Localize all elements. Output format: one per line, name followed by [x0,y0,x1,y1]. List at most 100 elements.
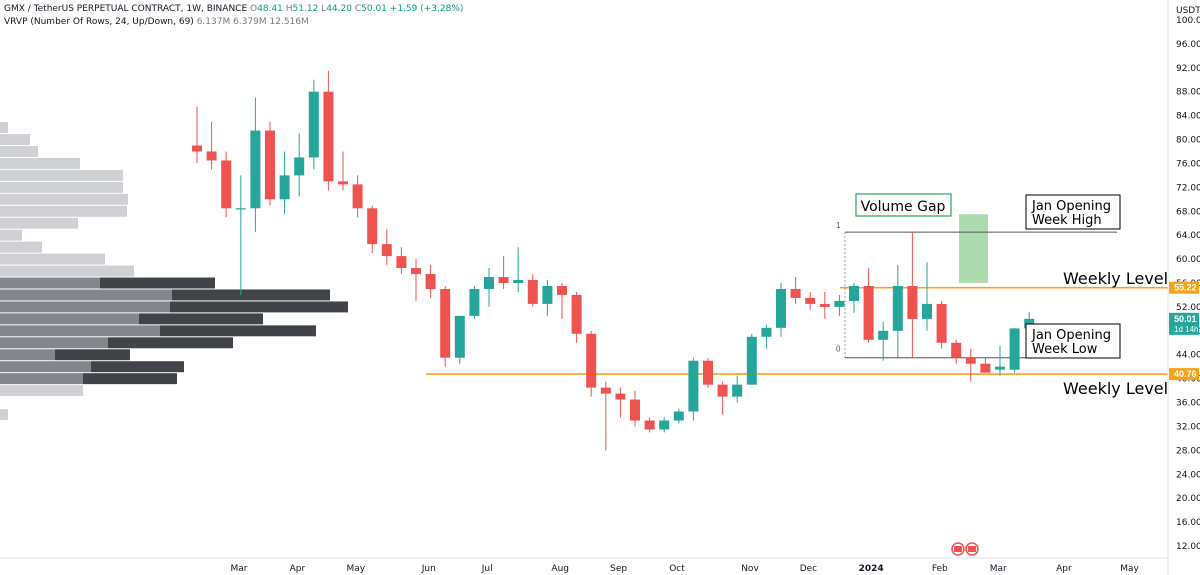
price-tick-label: 68.00 [1176,207,1200,217]
candle-down [527,280,538,304]
volume-profile-up-bar [0,205,127,217]
time-tick-label: Jul [481,564,493,574]
fib-label-0: 0 [836,345,841,354]
price-tag [1169,281,1199,294]
candle-down [936,303,947,343]
volume-profile-down-bar [170,301,348,313]
time-tick-label: Mar [990,564,1007,574]
time-tick-label: Apr [290,564,306,574]
candle-up [469,288,480,316]
candle-down [615,393,626,400]
time-tick-label: Aug [551,564,569,574]
weekly-level-label-top: Weekly Level [1063,269,1168,288]
volume-profile-down-bar [108,337,233,349]
vrvp-value-total: 12.516M [269,17,309,27]
high-value: 51.12 [292,4,319,14]
candle-up [250,130,261,209]
price-tick-label: 52.00 [1176,303,1200,313]
price-axis[interactable]: USDT 100.00 96.00 92.00 88.00 84.00 80.00 76.0… [1167,0,1200,575]
fib-label-1: 1 [836,221,841,230]
volume-profile-up-bar [0,146,38,157]
candle-up [849,285,859,301]
price-tag-label: 55.22 [1174,283,1197,293]
candle-up [922,303,932,319]
candle-down [644,420,655,430]
price-tick-label: 44.00 [1176,351,1200,361]
candle-down [907,285,918,319]
jan-low-label-line1: Jan Opening [1031,328,1111,343]
time-tick-label: Feb [932,564,948,574]
time-tick-label: Sep [610,564,627,574]
volume-profile-up-bar [0,253,105,265]
price-tick-label: 60.00 [1176,255,1200,265]
volume-profile-up-bar [0,229,22,241]
candle-down [630,399,640,421]
volume-gap-label: Volume Gap [861,199,946,215]
price-tick-label: 16.00 [1176,518,1200,528]
time-tick-label: Oct [669,564,685,574]
candle-down [951,342,962,358]
volume-gap-zone-layer [959,214,988,283]
volume-profile-up-bar [0,409,8,420]
us-flag-event-icon-fill [954,546,962,552]
time-tick-label: Mar [231,564,248,574]
volume-profile-up-bar [0,169,123,181]
candle-up [235,208,246,210]
volume-profile-up-bar [0,134,30,145]
volume-gap-box [855,193,952,217]
price-tick-label: 64.00 [1176,231,1200,241]
candle-down [425,274,436,289]
candle-down [381,244,392,257]
jan-low-box [1025,323,1121,359]
time-axis[interactable]: Mar Apr May Jun Jul Aug Sep Oct Nov Dec 2024 Feb Mar… [0,542,1168,574]
candle-up [659,420,670,430]
candle-up [308,91,319,158]
candle-down [192,145,202,152]
jan-low-label-line2: Week Low [1032,342,1098,357]
chart-legend-ohlc: GMX / TetherUS PERPETUAL CONTRACT, 1W, B… [4,4,463,14]
jan-high-label-line2: Week High [1032,213,1102,228]
ticker-name: GMX / TetherUS PERPETUAL CONTRACT, 1W, B… [4,4,248,14]
candle-down [265,130,275,200]
time-tick-label: Nov [741,564,759,574]
volume-profile-down-bar [91,361,184,373]
candle-up [732,384,743,397]
time-tick-label: May [1120,564,1139,574]
candle-up [688,360,699,412]
candle-down [206,151,217,161]
volume-profile-down-bar [55,349,130,361]
time-tick-label: Apr [1056,564,1072,574]
time-tick-label: 2024 [859,564,884,574]
volume-profile-up-bar [0,373,83,385]
price-tick-label: 96.00 [1176,40,1200,50]
candle-down [367,208,378,245]
vrvp-value-up: 6.137M [196,17,231,27]
close-value: 50.01 [361,4,387,14]
candles [192,70,1035,451]
low-label: L [321,4,327,14]
volume-profile-up-bar [0,122,8,134]
candle-up [1009,328,1020,370]
vrvp-value-down: 6.379M [233,17,267,27]
open-value: 48.41 [257,4,283,14]
price-tag-countdown: 1d 14h [1174,325,1198,334]
candle-down [600,387,611,394]
volume-profile-up-bar [0,313,139,325]
price-tick-label: 80.00 [1176,136,1200,146]
candle-up [761,327,772,337]
candle-down [790,288,801,298]
candle-down [396,256,407,269]
candle-up [294,157,305,176]
candle-up [892,285,903,331]
candle-down [352,184,363,209]
time-tick-label: Jun [421,564,436,574]
price-tick-label: 32.00 [1176,422,1200,432]
volume-profile-down-bar [100,277,215,289]
candle-up [878,330,889,340]
price-tag-label: 50.01 [1174,314,1197,324]
volume-profile-up-bar [0,361,91,373]
candle-up [279,175,290,200]
candle-up [542,285,553,304]
